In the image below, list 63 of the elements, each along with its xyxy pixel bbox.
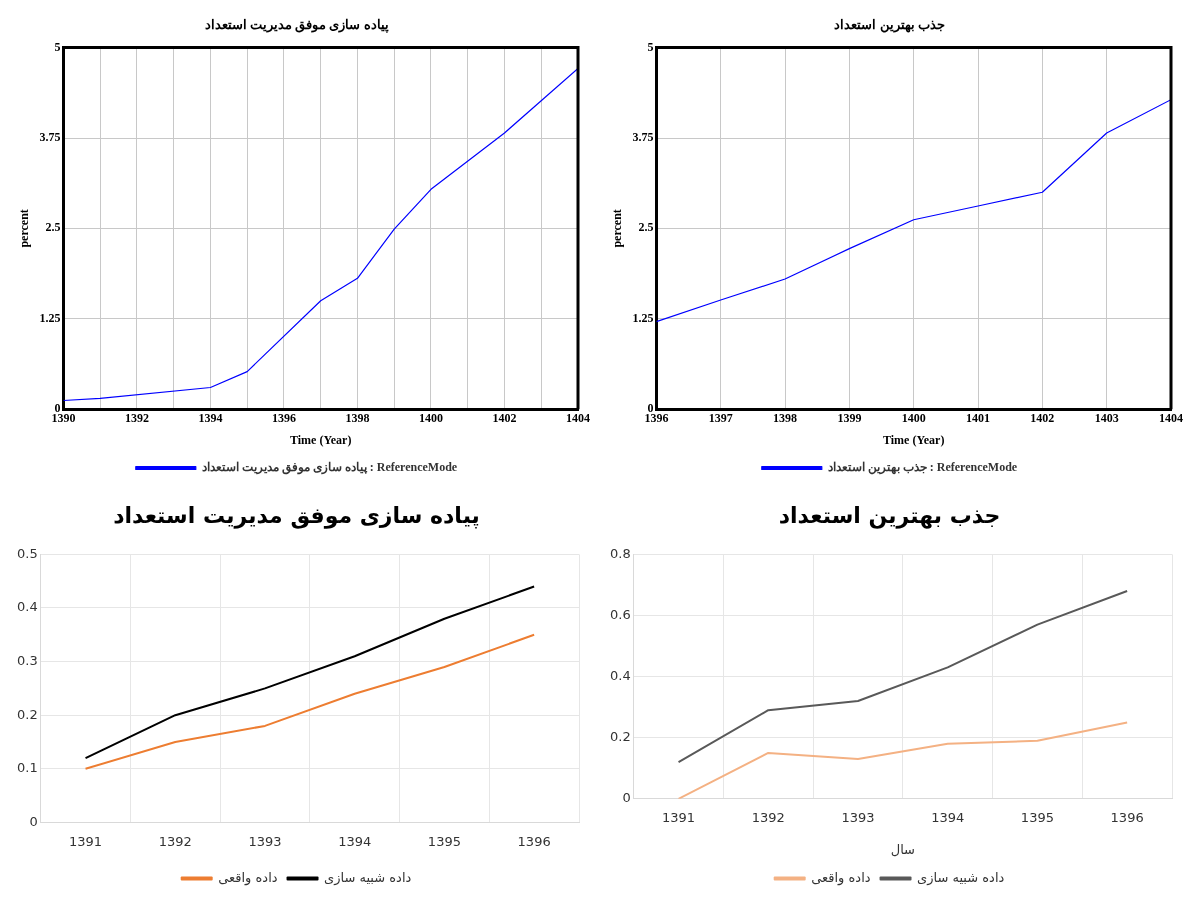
x-tick-label: 1395 <box>427 833 461 849</box>
x-tick-label: 1398 <box>345 411 370 426</box>
x-axis-title: سال <box>890 841 915 857</box>
y-tick-label: 0 <box>29 813 38 829</box>
x-tick-label: 1403 <box>1094 411 1119 426</box>
x-tick-label: 1401 <box>966 411 991 426</box>
chart-title: جذب بهترین استعداد <box>834 17 945 34</box>
x-tick-label: 1397 <box>708 411 733 426</box>
y-tick-label: 2.5 <box>45 220 61 235</box>
y-tick-label: 0.1 <box>16 760 38 776</box>
y-axis-title: percent <box>17 209 32 248</box>
x-tick-label: 1392 <box>158 833 192 849</box>
y-tick-label: 0.5 <box>16 545 38 561</box>
y-tick-label: 3.75 <box>39 130 61 145</box>
y-tick-label: 0.2 <box>16 706 38 722</box>
legend-label: جذب بهترین استعداد : ReferenceMode <box>827 460 1018 476</box>
x-tick-label: 1398 <box>773 411 798 426</box>
x-tick-label: 1392 <box>124 411 149 426</box>
y-tick-label: 0.2 <box>609 729 631 745</box>
legend-label: داده شبیه سازی <box>917 869 1005 886</box>
chart-title: جذب بهترین استعداد <box>778 502 1001 529</box>
y-tick-label: 5 <box>647 39 654 54</box>
x-axis-title: Time (Year) <box>882 432 945 447</box>
y-tick-label: 3.75 <box>632 130 654 145</box>
x-tick-label: 1400 <box>901 411 926 426</box>
y-axis-title: percent <box>610 209 625 248</box>
x-tick-label: 1391 <box>68 833 103 849</box>
legend-label: داده واقعی <box>218 869 278 886</box>
y-tick-label: 0.4 <box>16 599 38 615</box>
y-tick-label: 0 <box>622 790 631 806</box>
x-tick-label: 1390 <box>51 411 76 426</box>
x-tick-label: 1402 <box>492 411 517 426</box>
legend-label: داده واقعی <box>811 869 871 886</box>
x-tick-label: 1394 <box>931 809 965 825</box>
x-tick-label: 1394 <box>338 833 372 849</box>
x-tick-label: 1400 <box>418 411 443 426</box>
x-tick-label: 1396 <box>271 411 296 426</box>
x-tick-label: 1396 <box>517 833 551 849</box>
y-tick-label: 2.5 <box>638 220 654 235</box>
y-tick-label: 0.3 <box>16 652 38 668</box>
legend-label: داده شبیه سازی <box>324 869 412 886</box>
legend-label: پیاده سازی موفق مدیریت استعداد : ReferenceMode <box>201 460 458 476</box>
chart-title: پیاده سازی موفق مدیریت استعداد <box>204 17 389 34</box>
x-tick-label: 1402 <box>1030 411 1055 426</box>
x-tick-label: 1392 <box>751 809 785 825</box>
x-tick-label: 1399 <box>837 411 862 426</box>
x-tick-label: 1396 <box>644 411 669 426</box>
y-tick-label: 1.25 <box>39 310 61 325</box>
y-tick-label: 0.6 <box>609 606 631 622</box>
x-tick-label: 1394 <box>198 411 223 426</box>
y-tick-label: 0.4 <box>609 667 631 683</box>
x-axis-title: Time (Year) <box>289 432 352 447</box>
x-tick-label: 1404 <box>1159 411 1183 426</box>
x-tick-label: 1393 <box>841 809 875 825</box>
y-tick-label: 0.8 <box>609 545 631 561</box>
x-tick-label: 1391 <box>661 809 696 825</box>
x-tick-label: 1393 <box>248 833 282 849</box>
y-tick-label: 5 <box>54 39 61 54</box>
x-tick-label: 1396 <box>1110 809 1144 825</box>
x-tick-label: 1404 <box>566 411 590 426</box>
x-tick-label: 1395 <box>1020 809 1054 825</box>
y-tick-label: 1.25 <box>632 310 654 325</box>
chart-title: پیاده سازی موفق مدیریت استعداد <box>113 502 480 529</box>
